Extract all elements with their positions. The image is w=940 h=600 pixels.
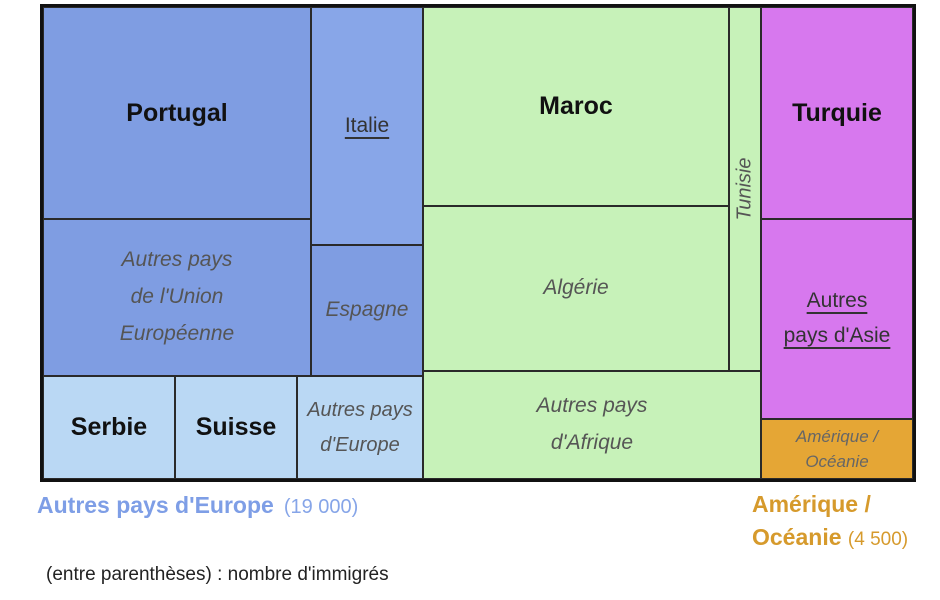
cell-espagne: Espagne bbox=[311, 245, 423, 376]
legend-europe-value: (19 000) bbox=[283, 496, 359, 518]
cell-maroc: Maroc bbox=[423, 7, 729, 206]
cell-autres-europe: Autres pays d'Europe bbox=[297, 376, 423, 479]
label-autres-europe: Autres pays d'Europe bbox=[307, 393, 413, 463]
label-amerique-oceanie-line-2: Océanie bbox=[805, 452, 869, 471]
label-autres-asie: Autres pays d'Asie bbox=[784, 284, 891, 353]
label-autres-europe-line-2: d'Europe bbox=[320, 433, 400, 456]
label-suisse: Suisse bbox=[195, 413, 277, 441]
label-autres-asie-line-1: Autres bbox=[806, 289, 868, 313]
label-tunisie: Tunisie bbox=[733, 157, 756, 221]
label-espagne: Espagne bbox=[325, 298, 409, 322]
cell-autres-ue: Autres pays de l'Union Européenne bbox=[43, 219, 311, 376]
label-autres-afrique-line-2: d'Afrique bbox=[550, 431, 634, 454]
label-italie: Italie bbox=[344, 114, 390, 137]
label-autres-ue: Autres pays de l'Union Européenne bbox=[120, 242, 234, 352]
cell-autres-afrique: Autres pays d'Afrique bbox=[423, 371, 761, 479]
label-amerique-oceanie-line-1: Amérique / bbox=[795, 426, 879, 446]
legend-autres-pays-europe: Autres pays d'Europe (19 000) bbox=[37, 492, 358, 519]
label-autres-asie-line-2: pays d'Asie bbox=[783, 324, 891, 347]
label-autres-ue-line-1: Autres pays bbox=[121, 248, 233, 272]
label-serbie: Serbie bbox=[70, 413, 148, 441]
cell-portugal: Portugal bbox=[43, 7, 311, 219]
label-autres-ue-line-2: de l'Union bbox=[130, 285, 224, 309]
label-autres-afrique: Autres pays d'Afrique bbox=[537, 388, 648, 462]
label-autres-europe-line-1: Autres pays bbox=[307, 398, 413, 421]
label-portugal: Portugal bbox=[126, 98, 228, 127]
cell-serbie: Serbie bbox=[43, 376, 175, 479]
legend-amerique-line-2-wrap: Océanie (4 500) bbox=[752, 521, 938, 554]
cell-amerique-oceanie: Amérique / Océanie bbox=[761, 419, 913, 479]
legend-europe-label: Autres pays d'Europe bbox=[37, 492, 274, 518]
cell-autres-asie: Autres pays d'Asie bbox=[761, 219, 913, 419]
footnote: (entre parenthèses) : nombre d'immigrés bbox=[46, 564, 389, 585]
label-autres-afrique-line-1: Autres pays bbox=[536, 394, 648, 418]
legend-amerique-line-2: Océanie bbox=[752, 524, 842, 551]
cell-suisse: Suisse bbox=[175, 376, 297, 479]
cell-tunisie: Tunisie bbox=[729, 7, 761, 371]
treemap-frame: Portugal Italie Autres pays de l'Union E… bbox=[40, 4, 916, 482]
cell-turquie: Turquie bbox=[761, 7, 913, 219]
legend-amerique-oceanie: Amérique / Océanie (4 500) bbox=[752, 488, 938, 555]
legend-amerique-line-1: Amérique / bbox=[752, 491, 871, 517]
cell-italie: Italie bbox=[311, 7, 423, 245]
label-amerique-oceanie: Amérique / Océanie bbox=[796, 424, 878, 475]
label-turquie: Turquie bbox=[792, 98, 882, 127]
label-maroc: Maroc bbox=[539, 92, 613, 120]
cell-algerie: Algérie bbox=[423, 206, 729, 371]
legend-amerique-value: (4 500) bbox=[847, 529, 909, 551]
label-autres-ue-line-3: Européenne bbox=[119, 321, 235, 345]
label-algerie: Algérie bbox=[543, 276, 609, 300]
